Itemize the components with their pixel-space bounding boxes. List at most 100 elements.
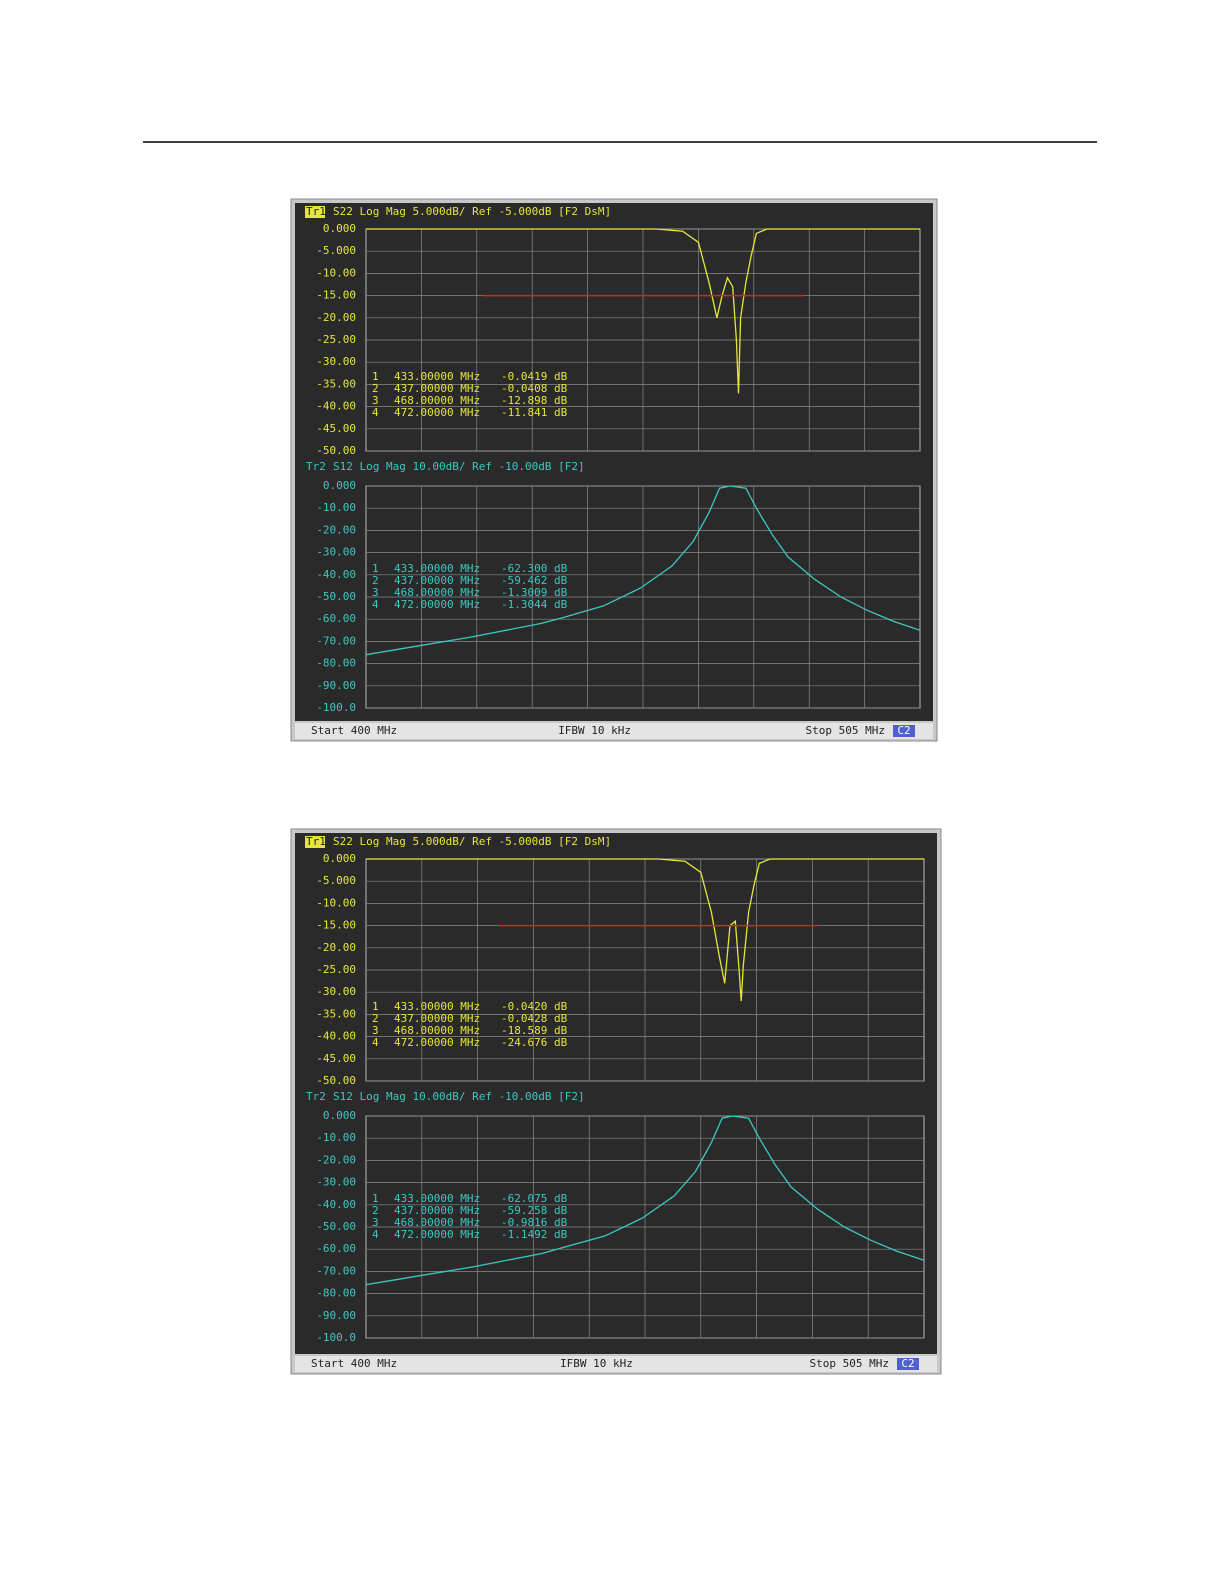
marker-freq: 437.00000 MHz: [394, 1012, 480, 1025]
y-tick-label: -30.00: [316, 1176, 356, 1189]
y-tick-label: 0.000: [323, 852, 356, 865]
footer-channel: C2: [901, 1357, 914, 1370]
y-tick-label: -50.00: [316, 444, 356, 457]
marker-id: 3: [372, 1216, 379, 1229]
y-tick-label: -60.00: [316, 612, 356, 625]
y-tick-label: -70.00: [316, 1264, 356, 1277]
y-tick-label: -10.00: [316, 1131, 356, 1144]
y-tick-label: -50.00: [316, 590, 356, 603]
y-tick-label: -35.00: [316, 1007, 356, 1020]
marker-id: 2: [372, 1204, 379, 1217]
y-tick-label: -90.00: [316, 679, 356, 692]
marker-value: -12.898 dB: [501, 394, 568, 407]
y-tick-label: -5.000: [316, 874, 356, 887]
marker-value: -0.0420 dB: [501, 1000, 568, 1013]
marker-freq: 468.00000 MHz: [394, 394, 480, 407]
marker-id: 3: [372, 394, 379, 407]
marker-freq: 437.00000 MHz: [394, 574, 480, 587]
status-bar: [295, 723, 933, 739]
y-tick-label: -40.00: [316, 1198, 356, 1211]
marker-freq: 433.00000 MHz: [394, 370, 480, 383]
marker-value: -18.589 dB: [501, 1024, 568, 1037]
marker-freq: 437.00000 MHz: [394, 1204, 480, 1217]
footer-stop: Stop 505 MHz: [810, 1357, 889, 1370]
y-tick-label: -25.00: [316, 333, 356, 346]
marker-freq: 437.00000 MHz: [394, 382, 480, 395]
y-tick-label: -60.00: [316, 1242, 356, 1255]
y-tick-label: -100.0: [316, 1331, 356, 1344]
trace-label: Tr1: [306, 835, 326, 848]
trace-label: Tr2: [306, 1090, 326, 1103]
footer-channel: C2: [897, 724, 910, 737]
marker-value: -62.075 dB: [501, 1192, 568, 1205]
y-tick-label: -10.00: [316, 896, 356, 909]
marker-id: 1: [372, 562, 379, 575]
marker-id: 1: [372, 1192, 379, 1205]
channel-box: [897, 1358, 919, 1370]
trace-header: S22 Log Mag 5.000dB/ Ref -5.000dB [F2 Ds…: [333, 205, 611, 218]
trace-label: Tr2: [306, 460, 326, 473]
y-tick-label: -45.00: [316, 422, 356, 435]
marker-value: -59.258 dB: [501, 1204, 568, 1217]
trace-curve: [365, 485, 921, 656]
y-tick-label: 0.000: [323, 479, 356, 492]
trace-label-box: [305, 206, 325, 218]
footer-stop: Stop 505 MHz: [806, 724, 885, 737]
y-tick-label: -35.00: [316, 377, 356, 390]
y-tick-label: -40.00: [316, 1030, 356, 1043]
y-tick-label: -100.0: [316, 701, 356, 714]
marker-id: 1: [372, 1000, 379, 1013]
trace-curve: [366, 858, 924, 1002]
y-tick-label: -25.00: [316, 963, 356, 976]
y-tick-label: -50.00: [316, 1074, 356, 1087]
y-tick-label: -80.00: [316, 1287, 356, 1300]
marker-freq: 472.00000 MHz: [394, 406, 480, 419]
y-tick-label: -5.000: [316, 244, 356, 257]
y-tick-label: -50.00: [316, 1220, 356, 1233]
footer-start: Start 400 MHz: [311, 1357, 397, 1370]
marker-value: -0.0419 dB: [501, 370, 568, 383]
footer-ifbw: IFBW 10 kHz: [560, 1357, 633, 1370]
marker-value: -59.462 dB: [501, 574, 568, 587]
marker-id: 3: [372, 1024, 379, 1037]
y-tick-label: -30.00: [316, 355, 356, 368]
marker-value: -1.1492 dB: [501, 1228, 568, 1241]
marker-freq: 433.00000 MHz: [394, 1192, 480, 1205]
marker-freq: 468.00000 MHz: [394, 1024, 480, 1037]
marker-value: -1.3044 dB: [501, 598, 568, 611]
y-tick-label: -20.00: [316, 523, 356, 536]
marker-id: 3: [372, 586, 379, 599]
status-bar: [295, 1356, 937, 1372]
y-tick-label: -20.00: [316, 311, 356, 324]
footer-start: Start 400 MHz: [311, 724, 397, 737]
marker-freq: 472.00000 MHz: [394, 598, 480, 611]
y-tick-label: -20.00: [316, 1153, 356, 1166]
y-tick-label: -70.00: [316, 634, 356, 647]
y-tick-label: -30.00: [316, 985, 356, 998]
y-tick-label: -40.00: [316, 568, 356, 581]
trace-label-box: [305, 836, 325, 848]
y-tick-label: -90.00: [316, 1309, 356, 1322]
marker-freq: 472.00000 MHz: [394, 1228, 480, 1241]
marker-value: -0.0408 dB: [501, 382, 568, 395]
y-tick-label: -80.00: [316, 657, 356, 670]
trace-header: S22 Log Mag 5.000dB/ Ref -5.000dB [F2 Ds…: [333, 835, 611, 848]
marker-value: -11.841 dB: [501, 406, 568, 419]
trace-curve: [366, 228, 920, 394]
y-tick-label: -10.00: [316, 266, 356, 279]
marker-value: -0.0428 dB: [501, 1012, 568, 1025]
marker-id: 4: [372, 598, 379, 611]
y-tick-label: -10.00: [316, 501, 356, 514]
channel-box: [893, 725, 915, 737]
marker-value: -1.3009 dB: [501, 586, 568, 599]
marker-value: -24.676 dB: [501, 1036, 568, 1049]
marker-freq: 468.00000 MHz: [394, 1216, 480, 1229]
marker-value: -62.300 dB: [501, 562, 568, 575]
marker-id: 2: [372, 382, 379, 395]
marker-value: -0.9816 dB: [501, 1216, 568, 1229]
trace-label: Tr1: [306, 205, 326, 218]
marker-id: 4: [372, 406, 379, 419]
marker-id: 1: [372, 370, 379, 383]
